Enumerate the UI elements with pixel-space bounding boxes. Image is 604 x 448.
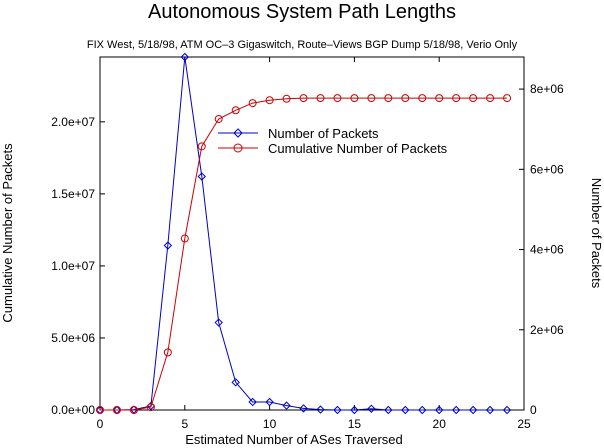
data-point-circle	[367, 94, 376, 103]
data-point-diamond	[451, 405, 461, 415]
data-point-diamond	[333, 405, 342, 415]
series-line-0	[100, 56, 507, 411]
data-point-circle	[316, 94, 325, 103]
x-tick-label: 20	[433, 417, 447, 431]
data-point-circle	[231, 106, 240, 115]
left-tick-label: 1.0e+07	[51, 259, 95, 273]
plot-frame	[99, 56, 525, 411]
data-point-circle	[350, 94, 359, 103]
left-tick-label: 0.0e+00	[51, 403, 95, 417]
x-axis-label: Estimated Number of ASes Traversed	[185, 432, 402, 447]
right-axis-ticks: 0 2e+06 4e+06 6e+06 8e+06	[519, 82, 564, 417]
data-point-circle	[96, 406, 104, 414]
chart-title: Autonomous System Path Lengths	[148, 1, 456, 23]
data-point-circle	[180, 234, 189, 243]
data-point-circle	[265, 96, 274, 105]
right-tick-label: 0	[530, 403, 537, 417]
data-point-diamond	[163, 241, 173, 250]
data-point-circle	[486, 94, 495, 103]
data-point-circle	[197, 142, 206, 151]
legend: Number of Packets Cumulative Number of P…	[218, 126, 448, 156]
right-tick-label: 6e+06	[530, 162, 564, 176]
data-point-circle	[129, 406, 138, 414]
legend-marker-circle	[233, 143, 243, 153]
data-point-diamond	[434, 405, 444, 415]
data-point-circle	[503, 94, 512, 103]
data-point-diamond	[248, 397, 257, 407]
x-tick-label: 15	[348, 417, 362, 431]
left-tick-label: 1.5e+07	[51, 187, 95, 201]
data-point-circle	[384, 94, 393, 103]
x-tick-label: 10	[263, 417, 277, 431]
data-point-diamond	[231, 378, 240, 387]
right-tick-label: 4e+06	[530, 243, 564, 257]
data-point-diamond	[265, 397, 274, 407]
data-point-circle	[214, 114, 223, 123]
data-point-circle	[112, 406, 121, 414]
data-point-circle	[452, 94, 461, 103]
data-point-diamond	[384, 405, 393, 415]
right-axis-label: Number of Packets	[589, 178, 604, 289]
data-point-circle	[435, 94, 444, 103]
data-point-circle	[418, 94, 427, 103]
data-point-circle	[299, 94, 308, 103]
data-point-diamond	[485, 405, 495, 415]
data-point-circle	[333, 94, 342, 103]
left-axis-ticks: 0.0e+00 5.0e+06 1.0e+07 1.5e+07 2.0e+07	[51, 115, 105, 417]
data-point-circle	[282, 94, 291, 103]
data-point-diamond	[401, 405, 410, 415]
data-point-circle	[401, 94, 410, 103]
legend-label-cumulative: Cumulative Number of Packets	[268, 141, 448, 156]
x-tick-label: 0	[97, 417, 104, 431]
data-point-diamond	[468, 405, 478, 415]
data-point-circle	[146, 403, 155, 412]
left-axis-label: Cumulative Number of Packets	[0, 143, 15, 323]
series-layer	[95, 52, 512, 415]
data-point-diamond	[180, 52, 190, 62]
data-point-diamond	[367, 404, 376, 414]
chart-subtitle: FIX West, 5/18/98, ATM OC–3 Gigaswitch, …	[87, 39, 518, 51]
x-tick-label: 5	[181, 417, 188, 431]
data-point-diamond	[282, 401, 291, 410]
right-tick-label: 8e+06	[530, 82, 564, 96]
right-tick-label: 2e+06	[530, 323, 564, 337]
data-point-circle	[163, 348, 172, 357]
legend-marker-diamond	[233, 128, 243, 138]
data-point-diamond	[418, 405, 427, 415]
data-point-diamond	[197, 172, 206, 181]
left-tick-label: 5.0e+06	[51, 331, 95, 345]
data-point-circle	[248, 99, 257, 108]
legend-label-packets: Number of Packets	[268, 126, 379, 141]
data-point-diamond	[502, 405, 512, 415]
data-point-circle	[469, 94, 478, 103]
left-tick-label: 2.0e+07	[51, 115, 95, 129]
data-point-diamond	[350, 405, 359, 415]
series-line-1	[100, 97, 507, 411]
x-axis-ticks: 0 5 10 15 20 25	[97, 57, 531, 431]
data-point-diamond	[214, 318, 223, 327]
data-point-diamond	[316, 405, 325, 414]
data-point-diamond	[299, 404, 308, 413]
x-tick-label: 25	[517, 417, 531, 431]
